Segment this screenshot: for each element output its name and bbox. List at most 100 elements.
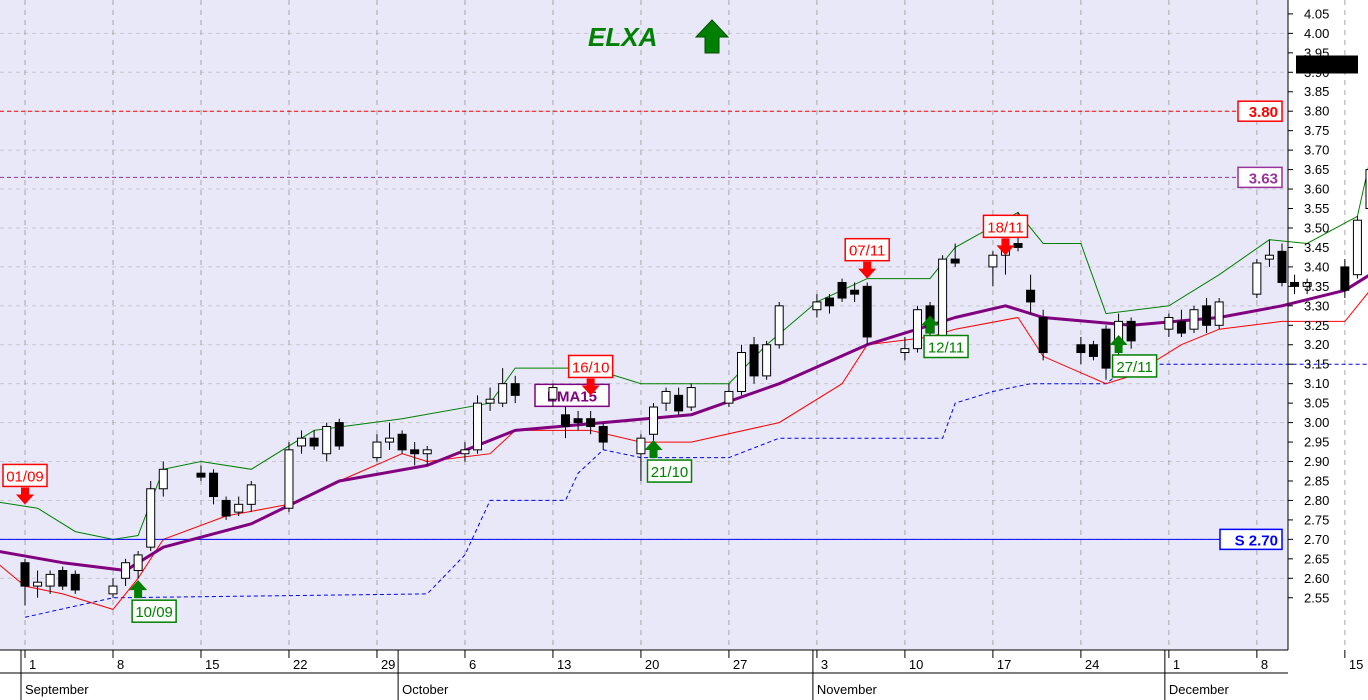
candle-body: [862, 285, 872, 338]
signal-label-box: [923, 334, 969, 359]
level-label: 3.80: [1249, 104, 1278, 121]
y-tick-label: 3.25: [1304, 318, 1329, 333]
candle-body: [1176, 320, 1186, 334]
chart-title-group: ELXA: [588, 19, 730, 54]
x-tick-label: 8: [1261, 657, 1268, 672]
candle-body: [649, 406, 658, 435]
y-tick-label: 3.50: [1304, 220, 1329, 235]
candle-body: [938, 258, 948, 338]
date-axis-panel: [0, 650, 1368, 700]
level-label: 3.63: [1249, 170, 1278, 187]
buy-arrow-icon: [1109, 334, 1128, 353]
candle-body: [573, 418, 583, 424]
candle-body: [372, 441, 382, 459]
candle-body: [561, 414, 571, 427]
x-tick-label: 8: [117, 657, 124, 672]
sell-arrow-icon: [581, 378, 600, 396]
candle-body: [410, 449, 420, 455]
y-tick-label: 3.20: [1304, 337, 1329, 352]
level-label-box: [1219, 528, 1283, 551]
candle-body: [284, 449, 294, 509]
level-label-box: [1237, 166, 1283, 189]
y-tick-label: 2.65: [1304, 551, 1329, 566]
ema15-line: [0, 274, 1368, 572]
candle-body: [1365, 169, 1368, 210]
signal-label: 10/09: [135, 604, 173, 621]
y-tick-label: 2.55: [1304, 590, 1329, 605]
y-tick-label: 3.85: [1304, 84, 1329, 99]
y-tick-label: 2.75: [1304, 512, 1329, 527]
candle-body: [988, 254, 998, 268]
candle-body: [1026, 289, 1036, 303]
level-label: S 2.70: [1235, 532, 1278, 549]
x-tick-label: 1: [1173, 657, 1180, 672]
candle-body: [950, 258, 960, 264]
x-tick-label: 17: [997, 657, 1011, 672]
y-tick-label: 3.40: [1304, 259, 1329, 274]
candle-body: [1277, 250, 1287, 283]
ema-label: EMA15: [547, 388, 597, 405]
signal-label: 12/11: [928, 340, 964, 357]
candle-body: [121, 562, 131, 579]
candle-body: [158, 468, 168, 490]
month-label: October: [402, 682, 449, 697]
candle-body: [1126, 320, 1136, 342]
candle-body: [334, 422, 344, 447]
y-tick-label: 2.85: [1304, 473, 1329, 488]
y-tick-label: 3.55: [1304, 201, 1329, 216]
y-tick-label: 3.30: [1304, 298, 1329, 313]
x-tick-label: 1: [29, 657, 36, 672]
x-tick-label: 22: [293, 657, 307, 672]
signal-label-box: [1111, 354, 1158, 378]
candle-body: [686, 387, 696, 408]
signal-label-box: [567, 354, 614, 379]
buy-arrow-icon: [644, 440, 663, 459]
y-tick-label: 3.45: [1304, 240, 1329, 255]
buy-arrow-icon: [921, 315, 940, 334]
x-tick-label: 20: [645, 657, 659, 672]
candle-body: [108, 585, 118, 595]
signal-label: 07/11: [849, 243, 885, 260]
month-label: December: [1169, 682, 1230, 697]
candle-body: [422, 449, 432, 455]
up-arrow-icon: [694, 19, 730, 54]
candle-body: [1189, 309, 1199, 330]
candle-body: [221, 499, 231, 517]
y-tick-label: 3.70: [1304, 143, 1329, 158]
signal-label: 01/09: [6, 468, 44, 485]
candle-body: [900, 348, 910, 354]
signal-label-box: [2, 463, 48, 488]
grid: [0, 0, 1346, 650]
candle-body: [385, 437, 395, 443]
candle-body: [133, 554, 143, 572]
y-tick-label: 2.80: [1304, 493, 1329, 508]
price-axis-panel: [1288, 0, 1368, 650]
candle-body: [1264, 254, 1274, 260]
candle-body: [485, 398, 495, 404]
plot-background: [0, 0, 1288, 650]
candle-body: [774, 305, 784, 346]
candle-body: [548, 387, 558, 400]
candle-body: [837, 281, 847, 299]
candle-body: [1340, 266, 1350, 291]
x-tick-label: 15: [205, 657, 219, 672]
candle-body: [146, 488, 156, 548]
candle-body: [33, 581, 43, 587]
candle-body: [309, 437, 319, 447]
candle-body: [824, 297, 834, 307]
last-price-label: 3.92000: [1304, 57, 1351, 72]
y-tick-label: 3.65: [1304, 162, 1329, 177]
candle-body: [1252, 262, 1262, 295]
y-tick-label: 3.00: [1304, 415, 1329, 430]
candle-body: [1076, 344, 1086, 354]
sell-arrow-icon: [16, 487, 34, 505]
candle-body: [196, 472, 206, 478]
candle-body: [246, 484, 256, 505]
y-tick-label: 2.90: [1304, 454, 1329, 469]
candle-body: [762, 344, 772, 377]
signal-label: 16/10: [572, 359, 610, 376]
candle-body: [661, 390, 671, 404]
y-tick-label: 2.60: [1304, 571, 1329, 586]
